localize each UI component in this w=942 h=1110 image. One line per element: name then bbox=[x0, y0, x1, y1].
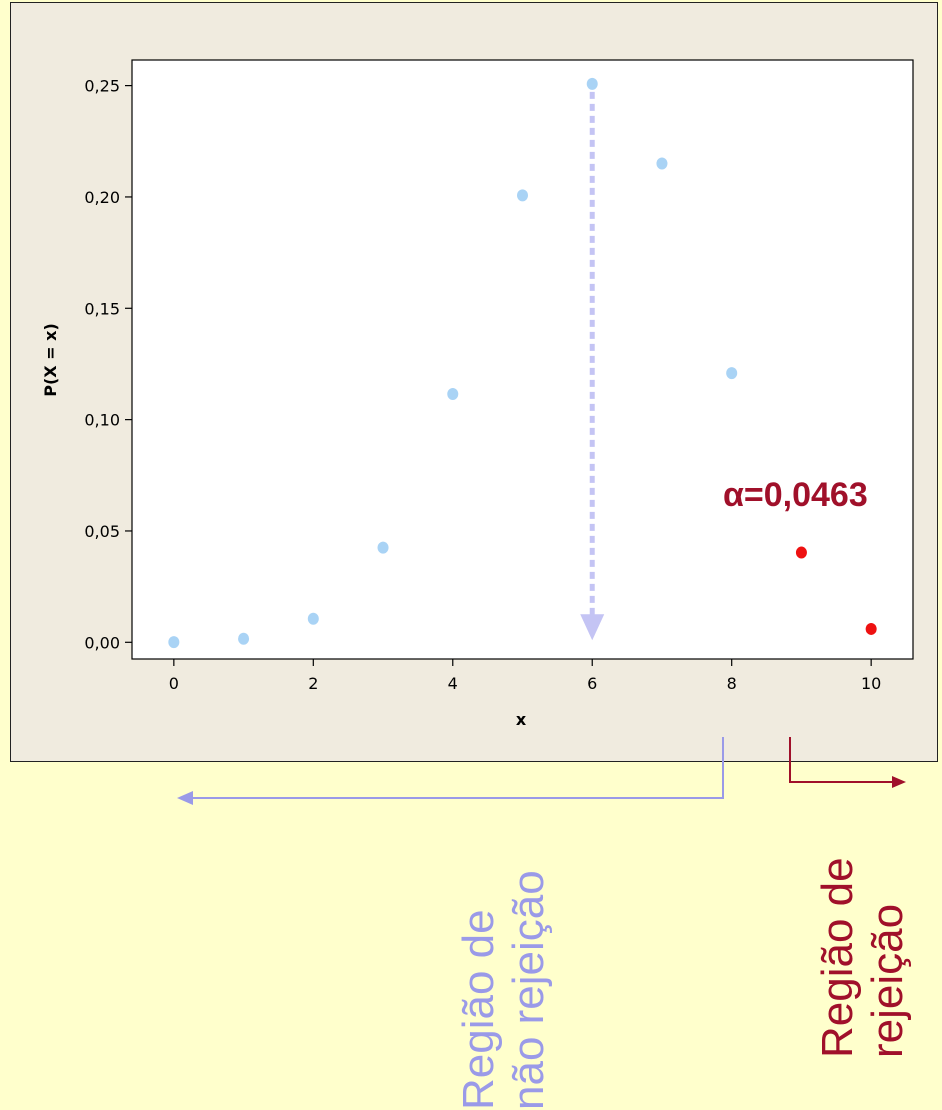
data-point bbox=[307, 612, 319, 625]
y-axis: 0,00 0,05 0,10 0,15 0,20 0,25 bbox=[84, 77, 132, 652]
data-point bbox=[865, 622, 877, 635]
rejection-region-marker bbox=[789, 737, 906, 788]
data-point bbox=[238, 632, 250, 645]
alpha-label: α=0,0463 bbox=[723, 476, 868, 514]
data-point bbox=[726, 367, 738, 380]
x-tick-label: 10 bbox=[861, 674, 881, 693]
data-point bbox=[447, 388, 459, 401]
x-tick-label: 0 bbox=[169, 674, 179, 693]
data-point bbox=[656, 157, 668, 170]
x-tick-label: 2 bbox=[308, 674, 318, 693]
non-rejection-label-line2: não rejeição bbox=[504, 870, 553, 1110]
x-tick-label: 8 bbox=[727, 674, 737, 693]
data-points bbox=[168, 77, 877, 649]
mean-arrow-head bbox=[580, 614, 605, 641]
non-rejection-bracket bbox=[190, 737, 724, 799]
data-point bbox=[168, 636, 180, 649]
x-axis: 0 2 4 6 8 10 bbox=[169, 659, 881, 693]
non-rejection-region-label: Região de não rejeição bbox=[454, 870, 553, 1110]
y-tick-label: 0,15 bbox=[84, 299, 120, 318]
mean-arrow bbox=[580, 91, 605, 641]
x-tick-label: 6 bbox=[587, 674, 597, 693]
non-rejection-label-line1: Região de bbox=[454, 909, 503, 1110]
y-tick-label: 0,00 bbox=[84, 633, 120, 652]
y-tick-label: 0,25 bbox=[84, 77, 120, 96]
non-rejection-region-marker bbox=[177, 737, 724, 805]
rejection-label-line2: rejeição bbox=[863, 904, 912, 1058]
data-point bbox=[795, 546, 807, 559]
chart-svg: 0,00 0,05 0,10 0,15 0,20 0,25 0 2 4 6 8 10 x P(X =… bbox=[41, 59, 914, 729]
y-tick-label: 0,10 bbox=[84, 411, 120, 430]
rejection-arrowhead bbox=[892, 776, 906, 788]
x-tick-label: 4 bbox=[448, 674, 458, 693]
rejection-bracket bbox=[789, 737, 893, 783]
chart-frame: 0,00 0,05 0,10 0,15 0,20 0,25 0 2 4 6 8 10 x P(X =… bbox=[10, 2, 938, 762]
data-point bbox=[517, 189, 528, 202]
y-axis-title: P(X = x) bbox=[41, 323, 60, 397]
x-axis-title: x bbox=[516, 710, 527, 729]
rejection-label-line1: Região de bbox=[813, 857, 862, 1058]
rejection-region-label: Região de rejeição bbox=[813, 857, 912, 1058]
data-point bbox=[377, 541, 389, 554]
y-tick-label: 0,05 bbox=[84, 522, 120, 541]
y-tick-label: 0,20 bbox=[84, 188, 120, 207]
data-point bbox=[586, 77, 598, 90]
plot-area bbox=[131, 59, 914, 660]
non-rejection-arrowhead bbox=[177, 791, 193, 805]
